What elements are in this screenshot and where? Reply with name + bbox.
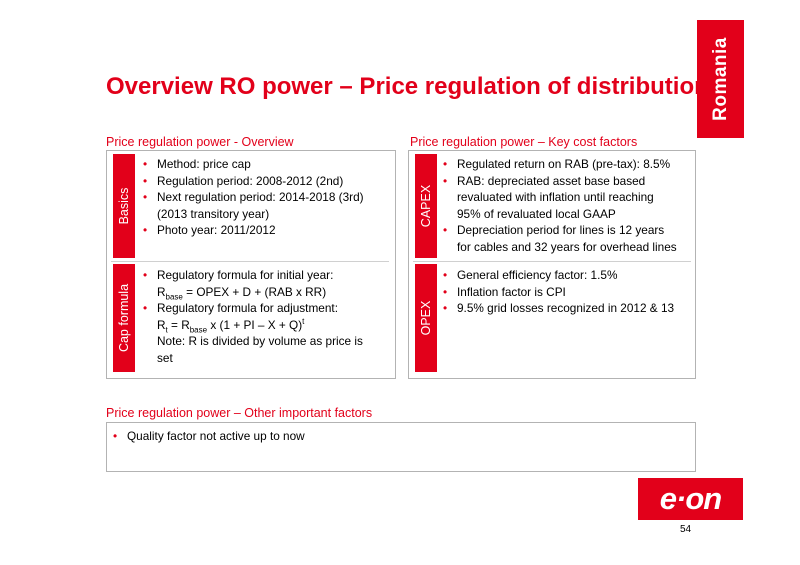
cap-formula-tab-label: Cap formula (117, 283, 131, 353)
logo-text: e·on (659, 481, 722, 516)
list-item: Depreciation period for lines is 12 year… (443, 222, 693, 239)
left-panel: Basics Method: price cap Regulation peri… (106, 150, 396, 379)
list-item: Regulatory formula for adjustment: (143, 300, 393, 317)
other-factors-list: Quality factor not active up to now (113, 428, 683, 445)
bottom-section-heading: Price regulation power – Other important… (106, 406, 373, 420)
list-item: Next regulation period: 2014-2018 (3rd) (143, 189, 393, 206)
list-item: 9.5% grid losses recognized in 2012 & 13 (443, 300, 693, 317)
country-label: Romania (709, 37, 731, 121)
opex-tab: OPEX (415, 264, 437, 372)
capex-list: Regulated return on RAB (pre-tax): 8.5% … (443, 156, 693, 255)
list-item: Photo year: 2011/2012 (143, 222, 393, 239)
list-item: Quality factor not active up to now (113, 428, 683, 445)
cap-formula-tab: Cap formula (113, 264, 135, 372)
list-item: Regulation period: 2008-2012 (2nd) (143, 173, 393, 190)
list-item: Regulatory formula for initial year: (143, 267, 393, 284)
right-section-heading: Price regulation power – Key cost factor… (410, 135, 638, 149)
basics-list: Method: price cap Regulation period: 200… (143, 156, 393, 239)
cap-formula-list: Regulatory formula for initial year: Rba… (143, 267, 393, 366)
capex-tab-label: CAPEX (419, 184, 433, 228)
list-item-continuation: for cables and 32 years for overhead lin… (457, 239, 677, 254)
list-item-continuation: 95% of revaluated local GAAP (457, 206, 616, 221)
formula-adjustment: Rt = Rbase x (1 + PI – X + Q)t (157, 316, 305, 334)
capex-tab: CAPEX (415, 154, 437, 258)
divider (111, 261, 389, 262)
formula-note: Note: R is divided by volume as price is (157, 334, 363, 348)
basics-tab-label: Basics (117, 187, 131, 225)
list-item-continuation: (2013 transitory year) (157, 206, 270, 221)
opex-list: General efficiency factor: 1.5% Inflatio… (443, 267, 693, 317)
list-item: Inflation factor is CPI (443, 284, 693, 301)
list-item: General efficiency factor: 1.5% (443, 267, 693, 284)
list-item: Regulated return on RAB (pre-tax): 8.5% (443, 156, 693, 173)
country-tab: Romania (697, 20, 744, 138)
page-title: Overview RO power – Price regulation of … (106, 73, 709, 100)
list-item: Method: price cap (143, 156, 393, 173)
basics-tab: Basics (113, 154, 135, 258)
left-section-heading: Price regulation power - Overview (106, 135, 294, 149)
bottom-panel: Quality factor not active up to now (106, 422, 696, 472)
opex-tab-label: OPEX (419, 300, 433, 336)
formula-initial: Rbase = OPEX + D + (RAB x RR) (157, 284, 327, 301)
right-panel: CAPEX Regulated return on RAB (pre-tax):… (408, 150, 696, 379)
eon-logo: e·on (638, 478, 743, 520)
divider (413, 261, 691, 262)
list-item: RAB: depreciated asset base based (443, 173, 693, 190)
page-number: 54 (680, 524, 692, 535)
list-item-continuation: revaluated with inflation until reaching (457, 190, 654, 204)
formula-note-continuation: set (157, 350, 173, 365)
